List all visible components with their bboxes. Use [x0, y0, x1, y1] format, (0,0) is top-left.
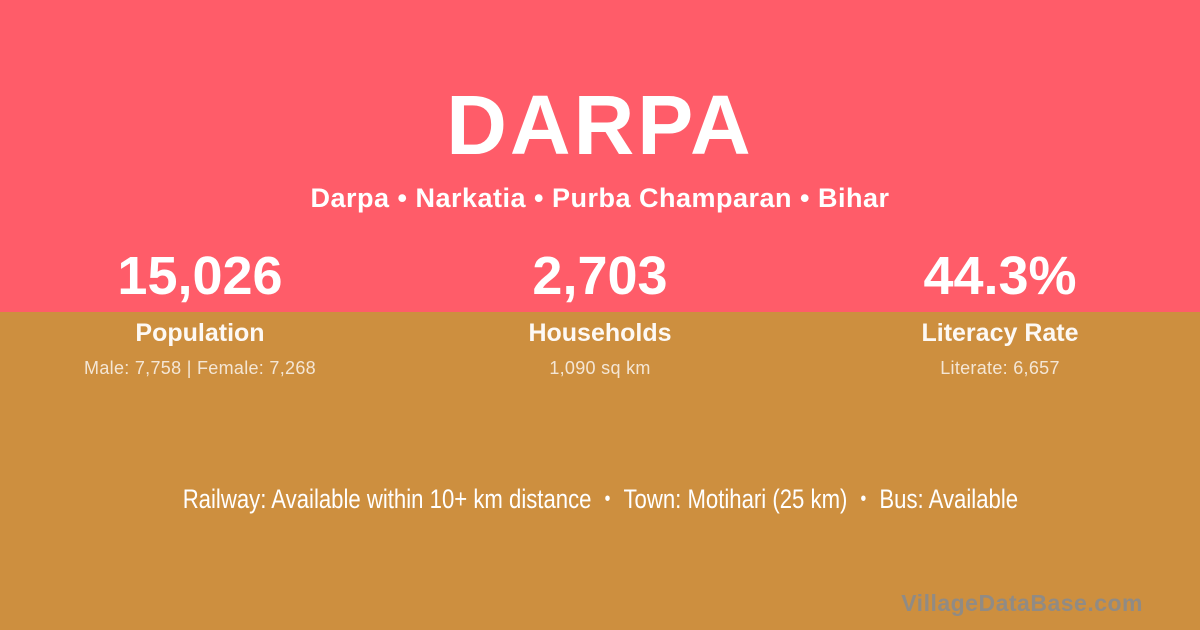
- bullet-separator: •: [604, 488, 610, 510]
- info-bar-text: Railway: Available within 10+ km distanc…: [182, 484, 1017, 515]
- population-value: 15,026: [117, 246, 283, 306]
- households-value: 2,703: [532, 246, 668, 306]
- railway-info: Railway: Available within 10+ km distanc…: [182, 484, 592, 514]
- bullet-separator: •: [860, 488, 866, 510]
- literacy-value: 44.3%: [923, 246, 1077, 306]
- population-label: Population: [135, 319, 265, 348]
- stat-population: 15,026 Population Male: 7,758 | Female: …: [0, 246, 400, 379]
- page-title: DARPA: [446, 78, 754, 172]
- stat-literacy-rate: 44.3% Literacy Rate Literate: 6,657: [800, 246, 1200, 379]
- breadcrumb: Darpa • Narkatia • Purba Champaran • Bih…: [310, 183, 890, 213]
- town-info: Town: Motihari (25 km): [623, 484, 848, 514]
- bus-info: Bus: Available: [879, 484, 1018, 514]
- households-label: Households: [528, 319, 672, 348]
- literacy-detail: Literate: 6,657: [940, 358, 1060, 379]
- top-banner: [0, 0, 1200, 312]
- literacy-label: Literacy Rate: [921, 319, 1079, 348]
- population-detail: Male: 7,758 | Female: 7,268: [84, 358, 316, 379]
- stat-households: 2,703 Households 1,090 sq km: [400, 246, 800, 379]
- info-bar: Railway: Available within 10+ km distanc…: [0, 484, 1200, 515]
- stats-row: 15,026 Population Male: 7,758 | Female: …: [0, 246, 1200, 379]
- watermark: VillageDataBase.com: [901, 590, 1143, 616]
- households-detail: 1,090 sq km: [549, 358, 651, 379]
